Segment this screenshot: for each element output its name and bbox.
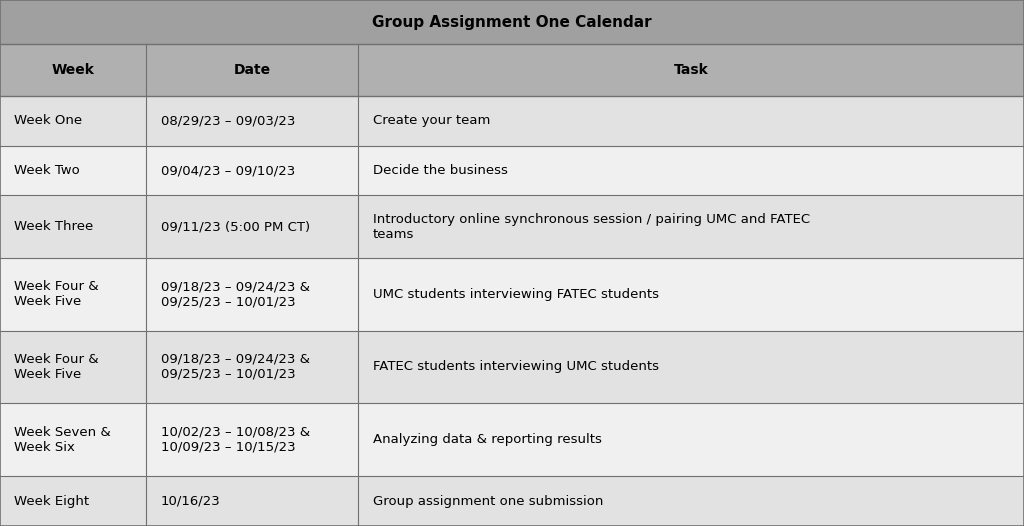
- Bar: [358, 330, 1024, 403]
- Text: Week Four &
Week Five: Week Four & Week Five: [14, 280, 99, 308]
- Bar: [146, 403, 358, 477]
- Text: 10/16/23: 10/16/23: [161, 494, 220, 508]
- Text: Week One: Week One: [14, 115, 83, 127]
- Text: 09/18/23 – 09/24/23 &
09/25/23 – 10/01/23: 09/18/23 – 09/24/23 & 09/25/23 – 10/01/2…: [161, 353, 310, 381]
- Bar: [146, 44, 358, 96]
- Text: Group Assignment One Calendar: Group Assignment One Calendar: [372, 15, 652, 29]
- Bar: [0, 44, 146, 96]
- Text: 08/29/23 – 09/03/23: 08/29/23 – 09/03/23: [161, 115, 295, 127]
- Bar: [358, 96, 1024, 146]
- Text: 09/18/23 – 09/24/23 &
09/25/23 – 10/01/23: 09/18/23 – 09/24/23 & 09/25/23 – 10/01/2…: [161, 280, 310, 308]
- Bar: [0, 146, 146, 196]
- Text: Week Three: Week Three: [14, 220, 93, 233]
- Text: 09/11/23 (5:00 PM CT): 09/11/23 (5:00 PM CT): [161, 220, 310, 233]
- Text: Analyzing data & reporting results: Analyzing data & reporting results: [373, 433, 602, 447]
- Bar: [0, 96, 146, 146]
- Text: FATEC students interviewing UMC students: FATEC students interviewing UMC students: [373, 360, 658, 373]
- Text: Decide the business: Decide the business: [373, 164, 508, 177]
- Text: 09/04/23 – 09/10/23: 09/04/23 – 09/10/23: [161, 164, 295, 177]
- Text: Week Eight: Week Eight: [14, 494, 89, 508]
- Text: 10/02/23 – 10/08/23 &
10/09/23 – 10/15/23: 10/02/23 – 10/08/23 & 10/09/23 – 10/15/2…: [161, 426, 310, 454]
- Bar: [146, 146, 358, 196]
- Text: Date: Date: [233, 63, 271, 77]
- Text: Week Four &
Week Five: Week Four & Week Five: [14, 353, 99, 381]
- Text: Group assignment one submission: Group assignment one submission: [373, 494, 603, 508]
- Bar: [358, 196, 1024, 258]
- Bar: [358, 258, 1024, 330]
- Bar: [146, 258, 358, 330]
- Text: Week: Week: [52, 63, 94, 77]
- Bar: [0, 403, 146, 477]
- Bar: [358, 146, 1024, 196]
- Bar: [146, 477, 358, 526]
- Text: Task: Task: [674, 63, 709, 77]
- Bar: [0, 258, 146, 330]
- Text: UMC students interviewing FATEC students: UMC students interviewing FATEC students: [373, 288, 658, 300]
- Bar: [146, 96, 358, 146]
- Text: Week Seven &
Week Six: Week Seven & Week Six: [14, 426, 111, 454]
- Bar: [358, 403, 1024, 477]
- Bar: [358, 477, 1024, 526]
- Bar: [0, 196, 146, 258]
- Bar: [0, 477, 146, 526]
- Bar: [146, 196, 358, 258]
- Bar: [0, 0, 1024, 44]
- Bar: [358, 44, 1024, 96]
- Bar: [0, 330, 146, 403]
- Text: Create your team: Create your team: [373, 115, 490, 127]
- Bar: [146, 330, 358, 403]
- Text: Week Two: Week Two: [14, 164, 80, 177]
- Text: Introductory online synchronous session / pairing UMC and FATEC
teams: Introductory online synchronous session …: [373, 213, 810, 240]
